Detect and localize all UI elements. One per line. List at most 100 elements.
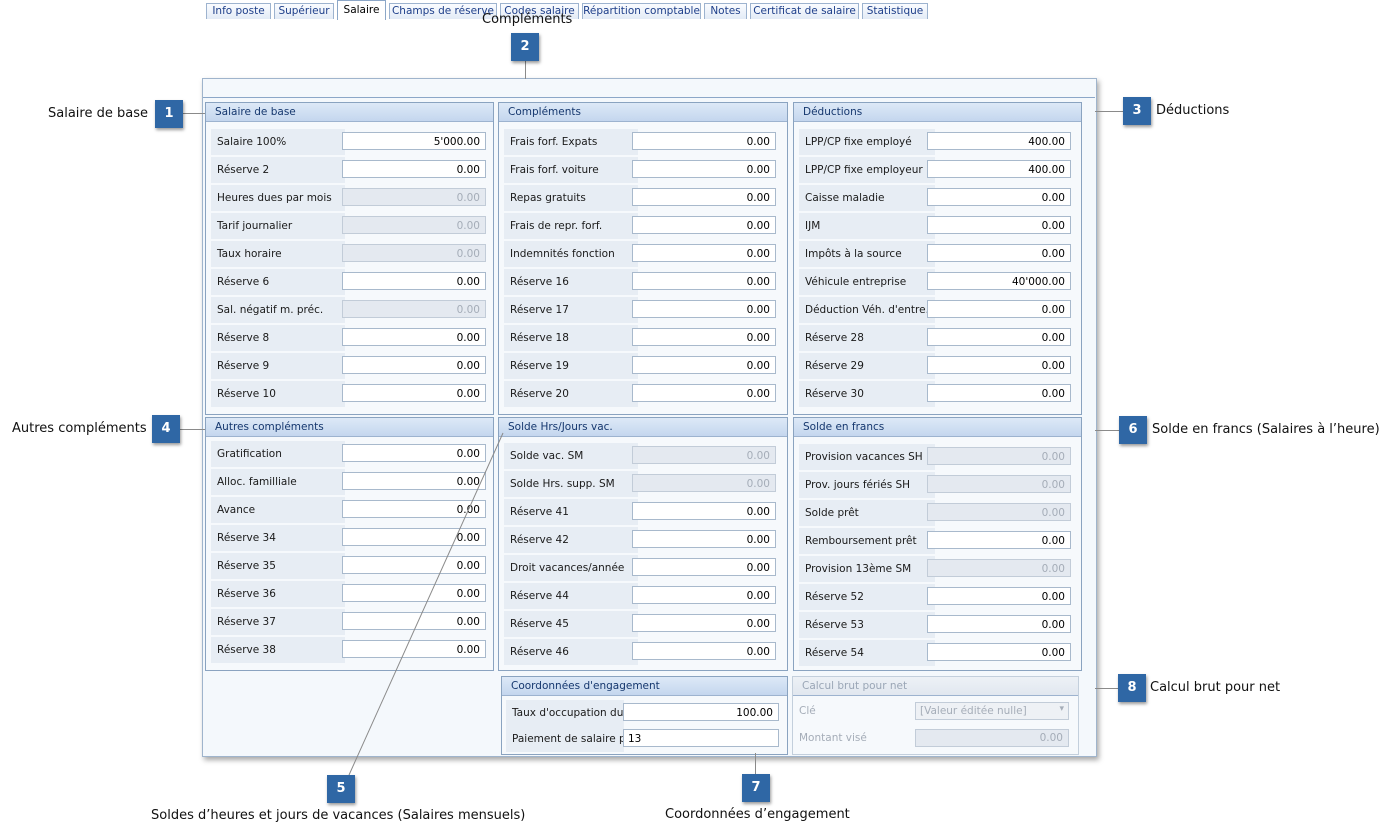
autres-complements-row: Réserve 37 0.00 — [211, 609, 488, 636]
value-field[interactable]: 0.00 — [927, 447, 1071, 465]
value-field[interactable]: 0.00 — [632, 558, 776, 576]
value-field[interactable]: 0.00 — [927, 559, 1071, 577]
tab-notes[interactable]: Notes — [704, 3, 747, 19]
value-field[interactable]: 0.00 — [632, 300, 776, 318]
tab-superieur[interactable]: Supérieur — [274, 3, 334, 19]
field-label: Réserve 44 — [504, 583, 638, 610]
autres-complements-row: Gratification 0.00 — [211, 441, 488, 468]
value-field[interactable]: 0.00 — [927, 531, 1071, 549]
value-field[interactable]: 0.00 — [342, 272, 486, 290]
value-field[interactable]: 0.00 — [342, 640, 486, 658]
value-field[interactable]: 0.00 — [927, 188, 1071, 206]
solde-francs-row: Provision 13ème SM 0.00 — [799, 556, 1076, 583]
field-label: Réserve 8 — [211, 325, 345, 352]
value-field[interactable]: 0.00 — [632, 446, 776, 464]
value-field[interactable]: 0.00 — [927, 244, 1071, 262]
field-label: Réserve 6 — [211, 269, 345, 296]
value-field[interactable]: 0.00 — [927, 300, 1071, 318]
group-header: Compléments — [499, 103, 787, 122]
value-field[interactable]: 0.00 — [632, 384, 776, 402]
value-field[interactable]: 0.00 — [632, 586, 776, 604]
tab-codes-salaire[interactable]: Codes salaire — [500, 3, 579, 19]
montant-vise-label: Montant visé — [799, 732, 867, 744]
solde-hrs-row: Réserve 41 0.00 — [504, 499, 782, 526]
value-field[interactable]: 0.00 — [632, 328, 776, 346]
callout-badge-8: 8 — [1118, 674, 1146, 702]
tab-certificat-salaire[interactable]: Certificat de salaire — [750, 3, 859, 19]
montant-vise-field[interactable]: 0.00 — [915, 729, 1069, 747]
value-field[interactable]: 0.00 — [632, 188, 776, 206]
field-label: Réserve 16 — [504, 269, 638, 296]
callout-badge-1: 1 — [155, 100, 183, 128]
value-field[interactable]: 0.00 — [632, 216, 776, 234]
value-field[interactable]: 0.00 — [927, 475, 1071, 493]
cle-select[interactable]: [Valeur éditée nulle] ▾ — [915, 702, 1069, 720]
value-field[interactable]: 0.00 — [342, 300, 486, 318]
taux-occupation-field[interactable]: 100.00 — [623, 703, 779, 721]
value-field[interactable]: 0.00 — [632, 132, 776, 150]
value-field[interactable]: 0.00 — [632, 160, 776, 178]
field-label: IJM — [799, 213, 935, 240]
value-field[interactable]: 0.00 — [342, 160, 486, 178]
value-field[interactable]: 0.00 — [927, 587, 1071, 605]
value-field[interactable]: 0.00 — [342, 584, 486, 602]
value-field[interactable]: 0.00 — [342, 556, 486, 574]
cle-select-value: [Valeur éditée nulle] — [920, 705, 1027, 717]
value-field[interactable]: 0.00 — [342, 500, 486, 518]
field-label: Remboursement prêt — [799, 528, 935, 555]
field-label: LPP/CP fixe employeur — [799, 157, 935, 184]
value-field[interactable]: 0.00 — [342, 472, 486, 490]
value-field[interactable]: 0.00 — [927, 615, 1071, 633]
field-label: Salaire 100% — [211, 129, 345, 156]
solde-hrs-row: Réserve 42 0.00 — [504, 527, 782, 554]
value-field[interactable]: 0.00 — [342, 612, 486, 630]
tab-info-poste[interactable]: Info poste — [206, 3, 271, 19]
group-salaire-de-base: Salaire de base Salaire 100% 5'000.00 Rése… — [205, 102, 494, 415]
value-field[interactable]: 0.00 — [342, 528, 486, 546]
value-field[interactable]: 0.00 — [927, 356, 1071, 374]
value-field[interactable]: 0.00 — [342, 384, 486, 402]
value-field[interactable]: 0.00 — [632, 474, 776, 492]
field-label: Frais forf. voiture — [504, 157, 638, 184]
value-field[interactable]: 0.00 — [342, 188, 486, 206]
complements-row: Frais forf. voiture 0.00 — [504, 157, 782, 184]
value-field[interactable]: 0.00 — [342, 216, 486, 234]
value-field[interactable]: 0.00 — [632, 502, 776, 520]
value-field[interactable]: 0.00 — [927, 384, 1071, 402]
deductions-row: Réserve 29 0.00 — [799, 353, 1076, 380]
value-field[interactable]: 0.00 — [927, 503, 1071, 521]
value-field[interactable]: 400.00 — [927, 160, 1071, 178]
value-field[interactable]: 400.00 — [927, 132, 1071, 150]
paiement-salaire-field[interactable]: 13 — [623, 729, 779, 747]
autres-complements-row: Réserve 35 0.00 — [211, 553, 488, 580]
value-field[interactable]: 0.00 — [632, 614, 776, 632]
field-label: Frais de repr. forf. — [504, 213, 638, 240]
value-field[interactable]: 0.00 — [927, 328, 1071, 346]
field-label: Solde vac. SM — [504, 443, 638, 470]
complements-row: Réserve 17 0.00 — [504, 297, 782, 324]
value-field[interactable]: 0.00 — [632, 530, 776, 548]
value-field[interactable]: 0.00 — [927, 216, 1071, 234]
value-field[interactable]: 0.00 — [632, 642, 776, 660]
tab-statistique[interactable]: Statistique — [862, 3, 928, 19]
field-label: Paiement de salaire par — [506, 726, 624, 753]
value-field[interactable]: 0.00 — [342, 356, 486, 374]
value-field[interactable]: 0.00 — [927, 643, 1071, 661]
value-field[interactable]: 40'000.00 — [927, 272, 1071, 290]
deductions-row: Déduction Véh. d'entre. 0.00 — [799, 297, 1076, 324]
salaire-de-base-row: Tarif journalier 0.00 — [211, 213, 488, 240]
tab-salaire[interactable]: Salaire — [337, 0, 386, 20]
value-field[interactable]: 0.00 — [342, 444, 486, 462]
value-field[interactable]: 0.00 — [342, 244, 486, 262]
value-field[interactable]: 0.00 — [632, 244, 776, 262]
value-field[interactable]: 0.00 — [632, 272, 776, 290]
salaire-de-base-row: Taux horaire 0.00 — [211, 241, 488, 268]
tab-champs-reserve[interactable]: Champs de réserve — [389, 3, 497, 19]
value-field[interactable]: 0.00 — [632, 356, 776, 374]
salaire-de-base-row: Réserve 10 0.00 — [211, 381, 488, 408]
tab-repartition-comptable[interactable]: Répartition comptable — [582, 3, 701, 19]
salaire-de-base-row: Réserve 6 0.00 — [211, 269, 488, 296]
field-label: Réserve 41 — [504, 499, 638, 526]
value-field[interactable]: 5'000.00 — [342, 132, 486, 150]
value-field[interactable]: 0.00 — [342, 328, 486, 346]
